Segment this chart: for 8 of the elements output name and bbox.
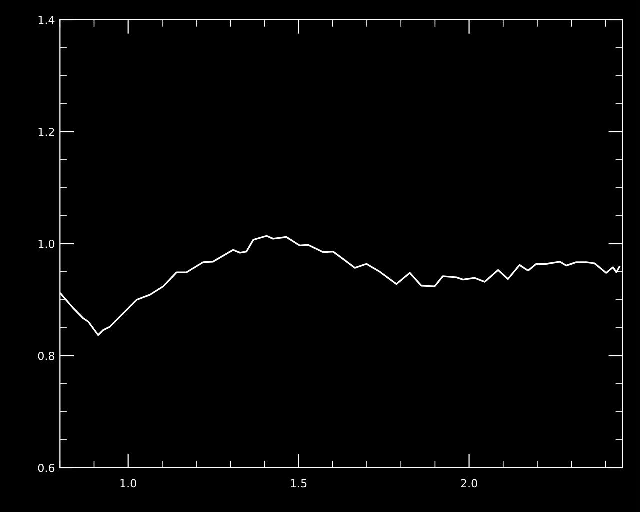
y-tick-label: 1.4 [38, 16, 55, 24]
y-tick-label: 1.0 [38, 240, 55, 248]
x-tick-label: 1.5 [291, 479, 307, 488]
y-tick-label: 1.2 [38, 128, 54, 136]
x-tick-label: 2.0 [461, 479, 478, 488]
x-tick-label: 1.0 [120, 479, 136, 488]
y-tick-label: 0.8 [38, 352, 55, 360]
y-tick-label: 0.6 [38, 464, 55, 472]
